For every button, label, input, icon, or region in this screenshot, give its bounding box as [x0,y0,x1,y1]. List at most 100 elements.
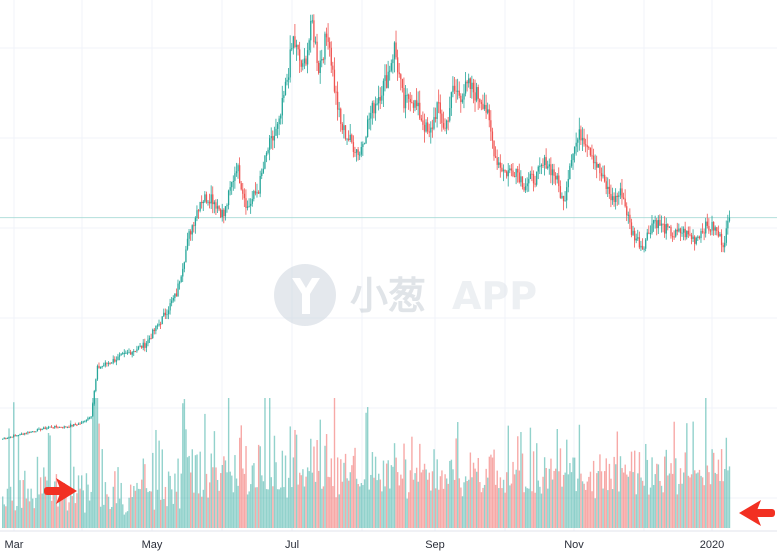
volume-bar [280,487,282,528]
candle-down [352,142,355,152]
candle-down [713,221,715,231]
volume-bar [670,463,672,528]
candle-up [35,431,37,433]
volume-bar [212,467,214,528]
candle-up [430,127,432,133]
candle-up [711,221,713,231]
volume-bar [22,480,24,528]
volume-bar [618,491,620,528]
candle-up [286,79,288,82]
volume-bar [284,455,287,528]
candle-down [379,97,381,101]
volume-bar [104,482,107,528]
volume-bar [66,510,69,528]
volume-bar [392,466,394,528]
candle-up [387,71,389,88]
volume-bar [411,436,413,528]
volume-bar [524,486,527,528]
candle-down [71,424,73,426]
candle-down [621,188,623,198]
volume-bar [483,484,486,528]
candle-down [22,433,24,435]
candle-up [697,236,699,238]
volume-bar [589,471,592,528]
volume-bar [286,497,288,528]
volume-bar [613,456,615,528]
volume-bar [65,496,67,528]
candle-down [708,225,710,231]
volume-bar [333,398,336,528]
volume-bar [106,494,108,528]
candle-up [250,203,252,206]
candle-down [160,323,162,325]
candle-up [384,75,386,81]
volume-bar [583,483,585,528]
volume-bar [55,474,58,528]
candle-down [55,425,58,428]
candle-down [318,63,320,73]
candle-up [36,429,39,432]
volume-bar [134,490,137,528]
candle-down [545,157,547,169]
candle-down [333,69,336,92]
x-tick-label: Nov [564,539,584,551]
candle-down [415,100,418,107]
volume-bar [19,480,21,528]
candle-up [404,94,407,109]
volume-bar [188,455,190,528]
candle-down [491,131,494,141]
candle-down [327,37,329,42]
volume-bar [346,478,348,528]
volume-bar [701,477,704,528]
volume-bar [218,490,220,528]
volume-bar [254,487,257,528]
volume-bar [160,499,162,528]
candle-up [700,231,702,239]
volume-bar [600,471,603,528]
candle-up [207,201,209,203]
candle-down [716,227,718,232]
candle-up [289,49,291,78]
candle-up [602,174,604,177]
candle-up [6,437,9,439]
volume-bar [362,485,364,528]
volume-bar [578,424,581,528]
volume-bar [142,458,145,528]
candle-up [632,230,634,235]
volume-bar [719,481,721,528]
candle-up [302,63,304,67]
candle-up [30,431,32,433]
volume-bar [169,475,171,528]
volume-bar [404,459,407,528]
candle-down [717,231,720,237]
candle-down [616,195,618,198]
candle-down [423,124,426,132]
volume-bar [177,458,179,528]
volume-bar [74,503,77,528]
volume-bar [518,470,521,528]
candle-up [618,195,620,198]
candle-down [354,151,356,153]
candle-up [366,119,369,138]
candle-up [84,421,86,423]
candle-up [668,226,671,228]
volume-bar [265,489,268,528]
volume-bar [430,490,432,528]
volume-bar [193,492,195,528]
candle-down [79,423,81,425]
volume-bar [202,489,205,528]
volume-bar [555,468,557,528]
volume-bar [441,470,443,528]
candle-up [276,124,279,129]
candle-down [114,359,116,362]
volume-bar [251,465,254,528]
candle-up [82,421,84,423]
volume-bar [509,485,511,528]
volume-bar [504,492,506,528]
candle-up [564,200,566,202]
volume-bar [77,475,80,528]
candle-up [77,423,80,425]
volume-bar [14,510,17,528]
volume-bar [13,402,15,528]
candle-down [659,219,661,226]
